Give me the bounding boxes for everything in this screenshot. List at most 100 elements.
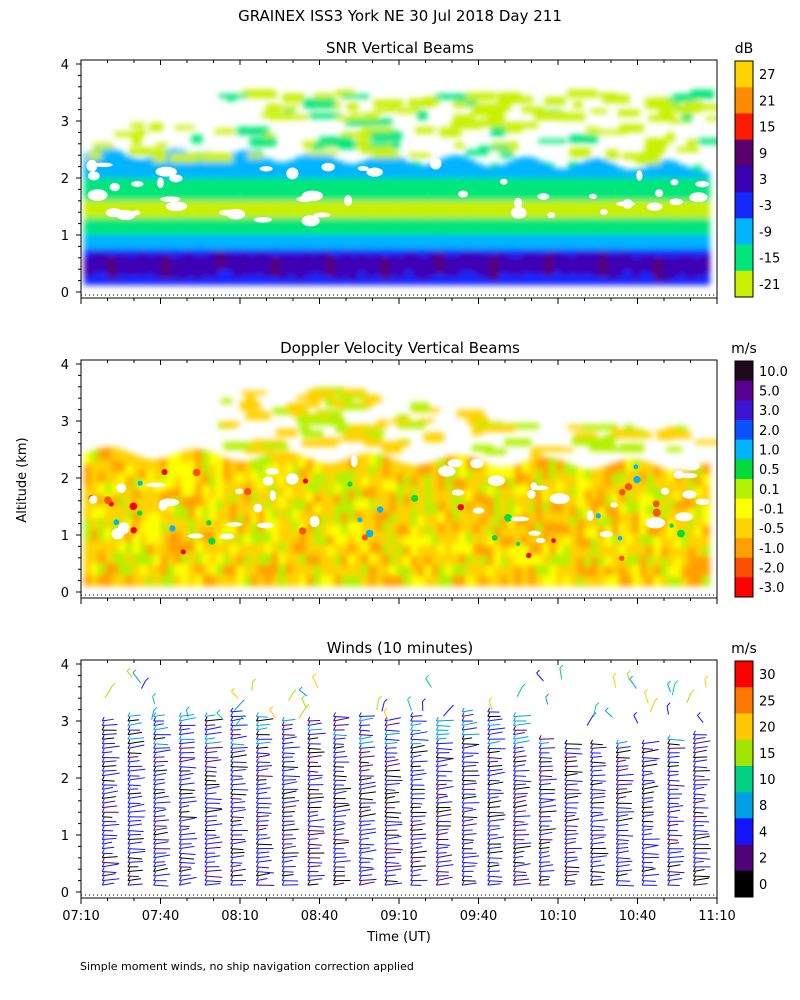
- snr-cell: [334, 250, 343, 261]
- doppler-cell: [316, 409, 342, 418]
- snr-cell: [419, 250, 429, 261]
- wind-barb: [692, 812, 708, 818]
- doppler-cell: [264, 541, 273, 554]
- doppler-cell: [604, 575, 613, 587]
- snr-cell: [560, 208, 570, 235]
- wind-barb: [641, 803, 653, 809]
- wind-barb: [101, 748, 113, 754]
- snr-cell: [630, 211, 640, 235]
- snr-cell: [271, 161, 281, 178]
- snr-cell: [177, 210, 187, 235]
- doppler-speck: [669, 523, 674, 528]
- doppler-cell: [250, 522, 259, 534]
- wind-barb: [590, 789, 605, 795]
- wind-barb: [178, 771, 194, 777]
- snr-cell: [419, 257, 429, 280]
- doppler-cell: [500, 545, 509, 557]
- doppler-cell: [472, 522, 481, 534]
- y-tick-label: 4: [61, 58, 69, 73]
- snr-cell: [130, 198, 140, 218]
- wind-barb: [178, 867, 192, 872]
- doppler-cell: [382, 499, 391, 512]
- doppler-cell: [417, 475, 426, 487]
- doppler-cell: [243, 574, 252, 587]
- snr-cell: [482, 166, 492, 178]
- snr-cell: [521, 234, 531, 250]
- doppler-cell: [403, 544, 412, 556]
- doppler-cell: [452, 552, 460, 565]
- snr-cell: [544, 162, 554, 201]
- doppler-cell: [618, 512, 627, 524]
- wind-barb: [564, 757, 577, 763]
- doppler-cell: [535, 468, 544, 480]
- colorbar-swatch: [735, 380, 753, 401]
- wind-barb: [649, 697, 659, 713]
- snr-cell: [255, 154, 265, 178]
- wind-barb: [333, 876, 351, 882]
- wind-barb: [641, 762, 658, 768]
- doppler-cell: [417, 525, 426, 537]
- snr-cell: [685, 213, 695, 235]
- wind-barb: [153, 880, 169, 887]
- wind-barb: [435, 830, 448, 836]
- wind-barb: [178, 817, 196, 822]
- snr-cell: [701, 221, 710, 250]
- doppler-cell: [334, 523, 342, 535]
- doppler-cell: [438, 458, 447, 470]
- doppler-cell: [611, 564, 620, 576]
- doppler-cell: [104, 516, 113, 529]
- wind-barb: [127, 776, 145, 781]
- snr-cell: [419, 188, 429, 218]
- wind-barb: [358, 712, 375, 717]
- snr-cell: [326, 255, 335, 277]
- doppler-cell: [514, 524, 523, 536]
- wind-barb: [127, 821, 143, 827]
- wind-barb: [461, 716, 473, 722]
- wind-barb: [178, 880, 192, 886]
- doppler-cell: [118, 506, 127, 519]
- wind-barb: [384, 739, 398, 745]
- doppler-cell: [577, 468, 585, 479]
- wind-barb: [255, 712, 268, 718]
- doppler-cell: [104, 481, 113, 495]
- snr-cell: [576, 230, 585, 250]
- doppler-cell: [215, 563, 224, 576]
- doppler-cell: [278, 540, 287, 553]
- snr-cell: [466, 221, 476, 250]
- doppler-speck: [491, 534, 498, 541]
- snr-cell: [289, 114, 309, 120]
- doppler-cell: [285, 484, 294, 498]
- doppler-cell: [521, 554, 530, 566]
- doppler-cell: [181, 495, 190, 508]
- doppler-cell: [445, 531, 454, 544]
- snr-cell: [576, 252, 585, 276]
- snr-cell: [630, 226, 640, 250]
- snr-cell: [521, 156, 531, 178]
- snr-cell: [240, 229, 250, 250]
- doppler-cell: [500, 506, 509, 518]
- doppler-cell: [354, 487, 363, 500]
- snr-cell: [466, 92, 496, 101]
- snr-cell: [388, 191, 398, 218]
- snr-cell: [193, 176, 203, 201]
- snr-cell: [427, 172, 437, 201]
- snr-cell: [623, 216, 632, 235]
- doppler-cell: [653, 555, 662, 567]
- snr-cell: [294, 198, 304, 218]
- doppler-cell: [243, 533, 252, 545]
- doppler-cell: [209, 496, 217, 509]
- wind-barb: [667, 739, 680, 746]
- doppler-cell: [160, 532, 169, 544]
- snr-cell: [279, 162, 289, 178]
- doppler-cell: [688, 517, 697, 528]
- snr-cell: [373, 172, 382, 201]
- wind-barb: [127, 748, 142, 754]
- wind-barb: [101, 871, 116, 877]
- wind-barb: [255, 730, 270, 736]
- wind-barb: [615, 862, 630, 868]
- doppler-cell: [223, 442, 256, 450]
- snr-cell: [615, 170, 625, 201]
- doppler-cell: [438, 479, 447, 492]
- snr-cell: [373, 196, 382, 218]
- doppler-cell: [125, 463, 134, 476]
